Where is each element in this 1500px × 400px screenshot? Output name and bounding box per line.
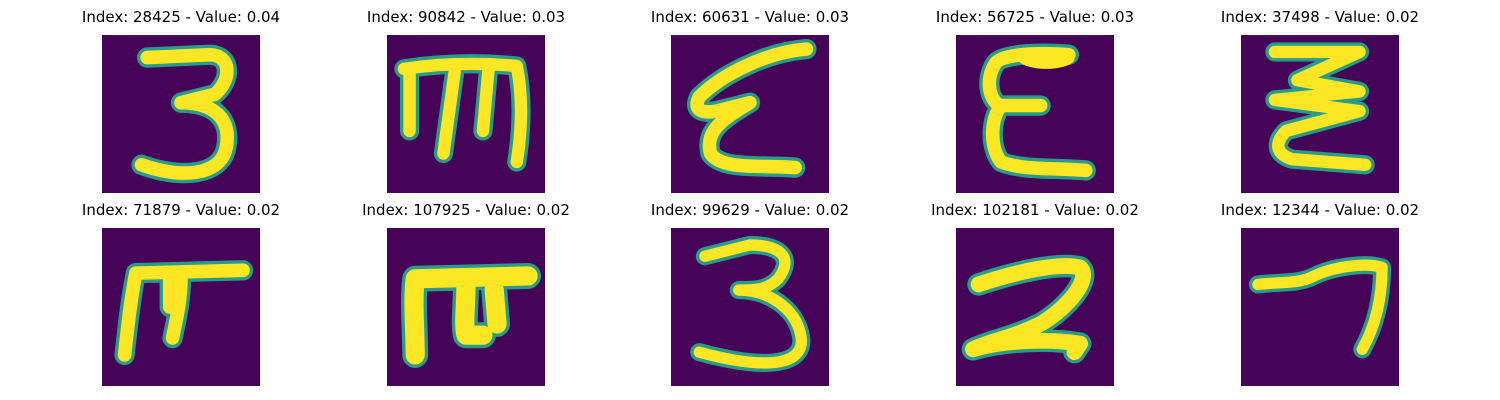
- digit-image: [956, 35, 1114, 193]
- digit-image: [1241, 228, 1399, 386]
- digit-image: [102, 228, 260, 386]
- panel-title: Index: 28425 - Value: 0.04: [81, 8, 281, 26]
- panel-title: Index: 60631 - Value: 0.03: [650, 8, 850, 26]
- panel-title: Index: 99629 - Value: 0.02: [650, 201, 850, 219]
- panel-title: Index: 107925 - Value: 0.02: [362, 201, 570, 219]
- digit-image: [956, 228, 1114, 386]
- panel-title: Index: 102181 - Value: 0.02: [931, 201, 1139, 219]
- panel-title: Index: 56725 - Value: 0.03: [935, 8, 1135, 26]
- digit-image: [671, 228, 829, 386]
- digit-image: [387, 35, 545, 193]
- panel-title: Index: 12344 - Value: 0.02: [1220, 201, 1420, 219]
- digit-image: [387, 228, 545, 386]
- digit-image: [671, 35, 829, 193]
- digit-image: [1241, 35, 1399, 193]
- panel-title: Index: 71879 - Value: 0.02: [81, 201, 281, 219]
- panel-title: Index: 90842 - Value: 0.03: [366, 8, 566, 26]
- panel-title: Index: 37498 - Value: 0.02: [1220, 8, 1420, 26]
- digit-image: [102, 35, 260, 193]
